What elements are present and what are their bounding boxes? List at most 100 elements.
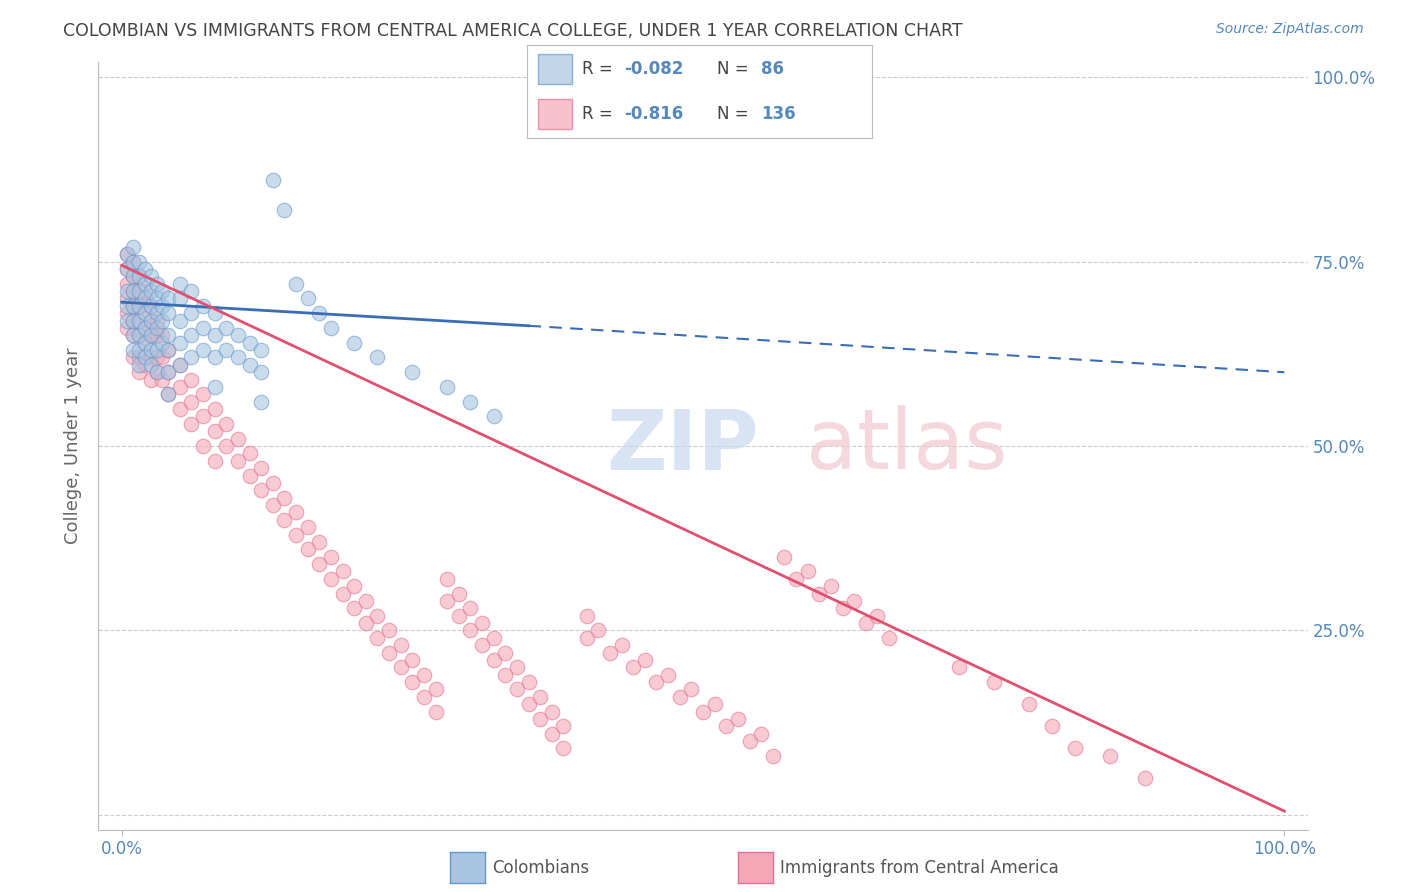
Point [517,697,540,711]
Point [250,394,273,409]
Point [482,409,505,424]
Point [366,608,388,623]
Point [343,601,366,615]
Point [139,299,162,313]
Text: ZIP: ZIP [606,406,759,486]
Point [122,343,145,358]
Point [354,615,377,630]
Point [191,321,214,335]
Point [191,439,214,453]
Point [308,306,330,320]
Point [134,351,156,365]
Point [145,365,167,379]
Point [117,277,139,291]
Point [139,313,162,327]
Point [128,284,150,298]
Point [844,594,866,608]
Point [128,358,150,372]
Point [139,373,162,387]
Point [128,343,150,358]
Point [226,432,249,446]
Point [169,335,191,350]
Point [378,646,401,660]
Point [150,373,173,387]
Point [117,247,139,261]
Point [262,498,284,512]
Point [128,269,150,284]
Point [389,660,412,674]
Point [401,675,423,690]
Text: -0.082: -0.082 [624,60,683,78]
Point [762,748,785,763]
Point [157,328,180,343]
Point [150,284,173,298]
Point [692,705,714,719]
Point [413,690,436,704]
Point [128,284,150,298]
Point [482,631,505,645]
Point [215,321,238,335]
Point [128,328,150,343]
Point [389,638,412,652]
Point [239,446,262,460]
Point [285,505,308,519]
Point [139,328,162,343]
Point [1040,719,1063,733]
Point [191,299,214,313]
Point [150,328,173,343]
Point [150,335,173,350]
Point [204,402,226,417]
Y-axis label: College, Under 1 year: College, Under 1 year [65,348,83,544]
Point [191,387,214,401]
Point [308,557,330,571]
Point [436,380,458,394]
Point [239,358,262,372]
Point [226,351,249,365]
Point [139,328,162,343]
Point [540,705,562,719]
Point [134,321,156,335]
Point [122,313,145,327]
Point [436,594,458,608]
Point [332,565,354,579]
Point [447,586,470,600]
Point [122,299,145,313]
Point [482,653,505,667]
Point [494,646,516,660]
Point [297,542,319,557]
Point [145,343,167,358]
Point [471,615,494,630]
Point [634,653,657,667]
Point [122,328,145,343]
Point [506,682,529,697]
Point [145,313,167,327]
Text: N =: N = [717,60,754,78]
Point [117,292,139,306]
Point [273,202,295,217]
Point [226,328,249,343]
Point [494,667,516,681]
Point [134,358,156,372]
Point [157,365,180,379]
Point [128,351,150,365]
Point [273,513,295,527]
Point [621,660,644,674]
Point [297,520,319,534]
Point [180,394,202,409]
Point [169,380,191,394]
Point [529,690,551,704]
Point [250,483,273,498]
Point [204,306,226,320]
Point [139,351,162,365]
Point [204,380,226,394]
Point [169,292,191,306]
Point [1098,748,1121,763]
Point [332,586,354,600]
Text: Immigrants from Central America: Immigrants from Central America [780,859,1059,877]
Text: R =: R = [582,60,619,78]
Point [681,682,703,697]
Point [122,328,145,343]
Point [948,660,970,674]
Point [425,682,447,697]
Point [226,454,249,468]
